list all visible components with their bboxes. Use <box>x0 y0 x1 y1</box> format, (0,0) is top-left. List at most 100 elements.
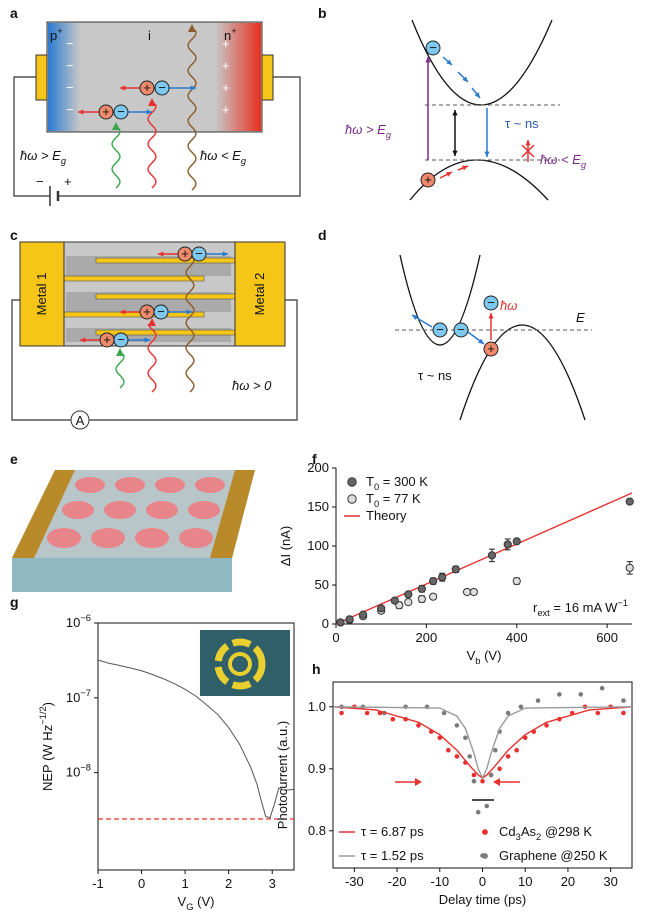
wire <box>11 299 298 421</box>
text-part: As <box>521 824 537 839</box>
legend-swatch <box>482 829 488 835</box>
label: − <box>36 174 44 189</box>
text-part: @298 K <box>541 824 592 839</box>
text-part: = 16 mA W <box>550 600 618 615</box>
photon <box>111 127 121 189</box>
electron <box>425 40 441 56</box>
text-part: T <box>366 474 374 489</box>
arrow-head <box>148 98 156 106</box>
marker <box>454 754 460 759</box>
axis-frame <box>97 622 295 871</box>
marker <box>471 778 477 784</box>
marker <box>359 610 368 619</box>
x-tick-label: -30 <box>345 874 364 889</box>
x-tick-label: -20 <box>388 874 407 889</box>
conduction-band <box>411 19 553 106</box>
charge: + <box>222 36 230 51</box>
marker <box>505 710 511 716</box>
finger <box>95 293 236 300</box>
panel-a: p+ i n+ − − − − + + + + ħω > Eg ħω < Eg … <box>13 21 301 206</box>
charge: − <box>66 102 74 117</box>
arrow-head <box>446 172 452 177</box>
y-tick-label: 0.9 <box>308 761 326 776</box>
marker <box>625 563 634 572</box>
arrow-head <box>474 92 480 98</box>
legend-label: T0 = 300 K <box>366 474 428 492</box>
metal-2 <box>234 241 286 347</box>
marker <box>463 735 468 741</box>
arrow-head <box>186 309 192 315</box>
charge: + <box>222 80 230 95</box>
panel-label: e <box>10 451 18 467</box>
arrow-head <box>190 85 196 91</box>
marker <box>446 747 451 753</box>
p-region <box>48 23 80 131</box>
text-part: + <box>231 26 236 36</box>
arrow-head <box>120 309 126 315</box>
y-tick-label: 50 <box>315 577 329 592</box>
arrow-head <box>146 109 152 115</box>
arrow-head <box>462 165 468 171</box>
arrow-head <box>112 122 120 130</box>
line <box>97 659 295 819</box>
cross <box>521 144 535 158</box>
label: Metal 1 <box>34 273 49 316</box>
charge: − <box>66 58 74 73</box>
marker <box>390 716 396 722</box>
marker <box>339 710 344 716</box>
text-part: ħω > E <box>20 148 61 163</box>
marker <box>497 766 502 772</box>
marker <box>336 618 345 627</box>
marker <box>403 704 408 710</box>
marker <box>488 772 494 778</box>
photon <box>115 353 125 389</box>
x-tick-label: 3 <box>269 876 276 891</box>
legend-swatch <box>347 494 357 504</box>
marker <box>595 710 601 716</box>
ammeter <box>70 410 90 430</box>
carrier-sign: − <box>457 322 465 337</box>
arrow-head <box>425 57 431 63</box>
label: ħω < Eg <box>540 152 587 170</box>
x-tick-label: 1 <box>181 876 188 891</box>
carrier-sign: + <box>103 332 111 347</box>
metal-1 <box>19 241 65 347</box>
x-axis-label: Vb (V) <box>467 648 502 666</box>
marker <box>404 598 413 607</box>
panel-label: a <box>10 5 18 21</box>
text-part: g <box>386 130 392 140</box>
charge: + <box>222 58 230 73</box>
arrow-head <box>120 85 126 91</box>
marker <box>493 747 498 753</box>
panel-b: ħω > Eg τ ~ ns ħω < Eg <box>345 19 587 201</box>
label: ħω > Eg <box>20 148 67 166</box>
legend-label: Theory <box>366 508 407 523</box>
marker <box>475 809 481 815</box>
antenna <box>214 638 266 690</box>
line <box>332 706 633 780</box>
label: p+ <box>50 26 63 43</box>
arrow-head <box>188 24 196 32</box>
marker <box>621 710 626 716</box>
marker <box>514 747 519 753</box>
finger <box>63 275 205 282</box>
inset-photo <box>200 630 290 696</box>
electrode <box>12 470 75 558</box>
annotation: rext = 16 mA W−1 <box>533 598 628 618</box>
marker <box>404 590 413 599</box>
spots <box>47 477 225 548</box>
text-part: −1 <box>617 598 628 608</box>
text-part: 10 <box>66 765 80 780</box>
carrier-sign: + <box>181 246 189 261</box>
y-axis-label: NEP (W Hz−1/2) <box>38 702 55 791</box>
x-tick-label: 2 <box>225 876 232 891</box>
arrow-head <box>446 59 452 65</box>
fwhm-arrows <box>395 778 520 801</box>
panel-label: c <box>10 227 18 243</box>
text-part: V <box>178 894 187 909</box>
carrier-sign: − <box>117 104 125 119</box>
y-tick-label: 10−8 <box>66 763 91 780</box>
panel-d: ħω E τ ~ ns <box>395 254 592 421</box>
text-part: V <box>467 648 476 663</box>
electron <box>432 322 448 338</box>
